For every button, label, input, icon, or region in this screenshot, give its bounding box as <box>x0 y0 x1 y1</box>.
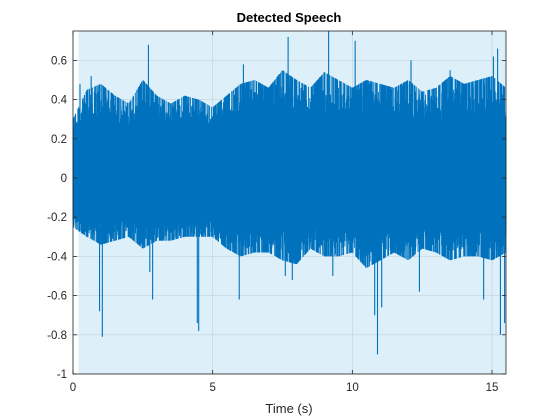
y-tick-label-2: -0.6 <box>47 291 67 303</box>
x-tick-label-3: 15 <box>486 382 499 394</box>
x-axis-ticks: 0 5 10 15 <box>70 31 499 394</box>
axes-box <box>72 30 507 375</box>
signal-core <box>73 138 506 214</box>
y-tick-label-8: 0.6 <box>51 55 67 67</box>
y-axis-ticks: -1 -0.8 -0.6 -0.4 -0.2 0 0.2 0.4 0.6 <box>47 55 506 381</box>
x-tick-label-0: 0 <box>70 382 76 394</box>
x-tick-label-1: 5 <box>209 382 215 394</box>
x-tick-label-2: 10 <box>346 382 359 394</box>
axes-frame <box>72 30 507 375</box>
x-axis-label: Time (s) <box>265 401 312 416</box>
y-tick-label-4: -0.2 <box>47 212 67 224</box>
y-tick-label-0: -1 <box>57 369 67 381</box>
y-tick-label-6: 0.2 <box>51 134 67 146</box>
chart-title: Detected Speech <box>237 10 342 25</box>
signal-series <box>72 31 507 355</box>
y-tick-label-5: 0 <box>61 173 67 185</box>
y-tick-label-7: 0.4 <box>51 95 68 107</box>
y-tick-label-1: -0.8 <box>47 330 67 342</box>
y-tick-label-3: -0.4 <box>47 251 67 263</box>
